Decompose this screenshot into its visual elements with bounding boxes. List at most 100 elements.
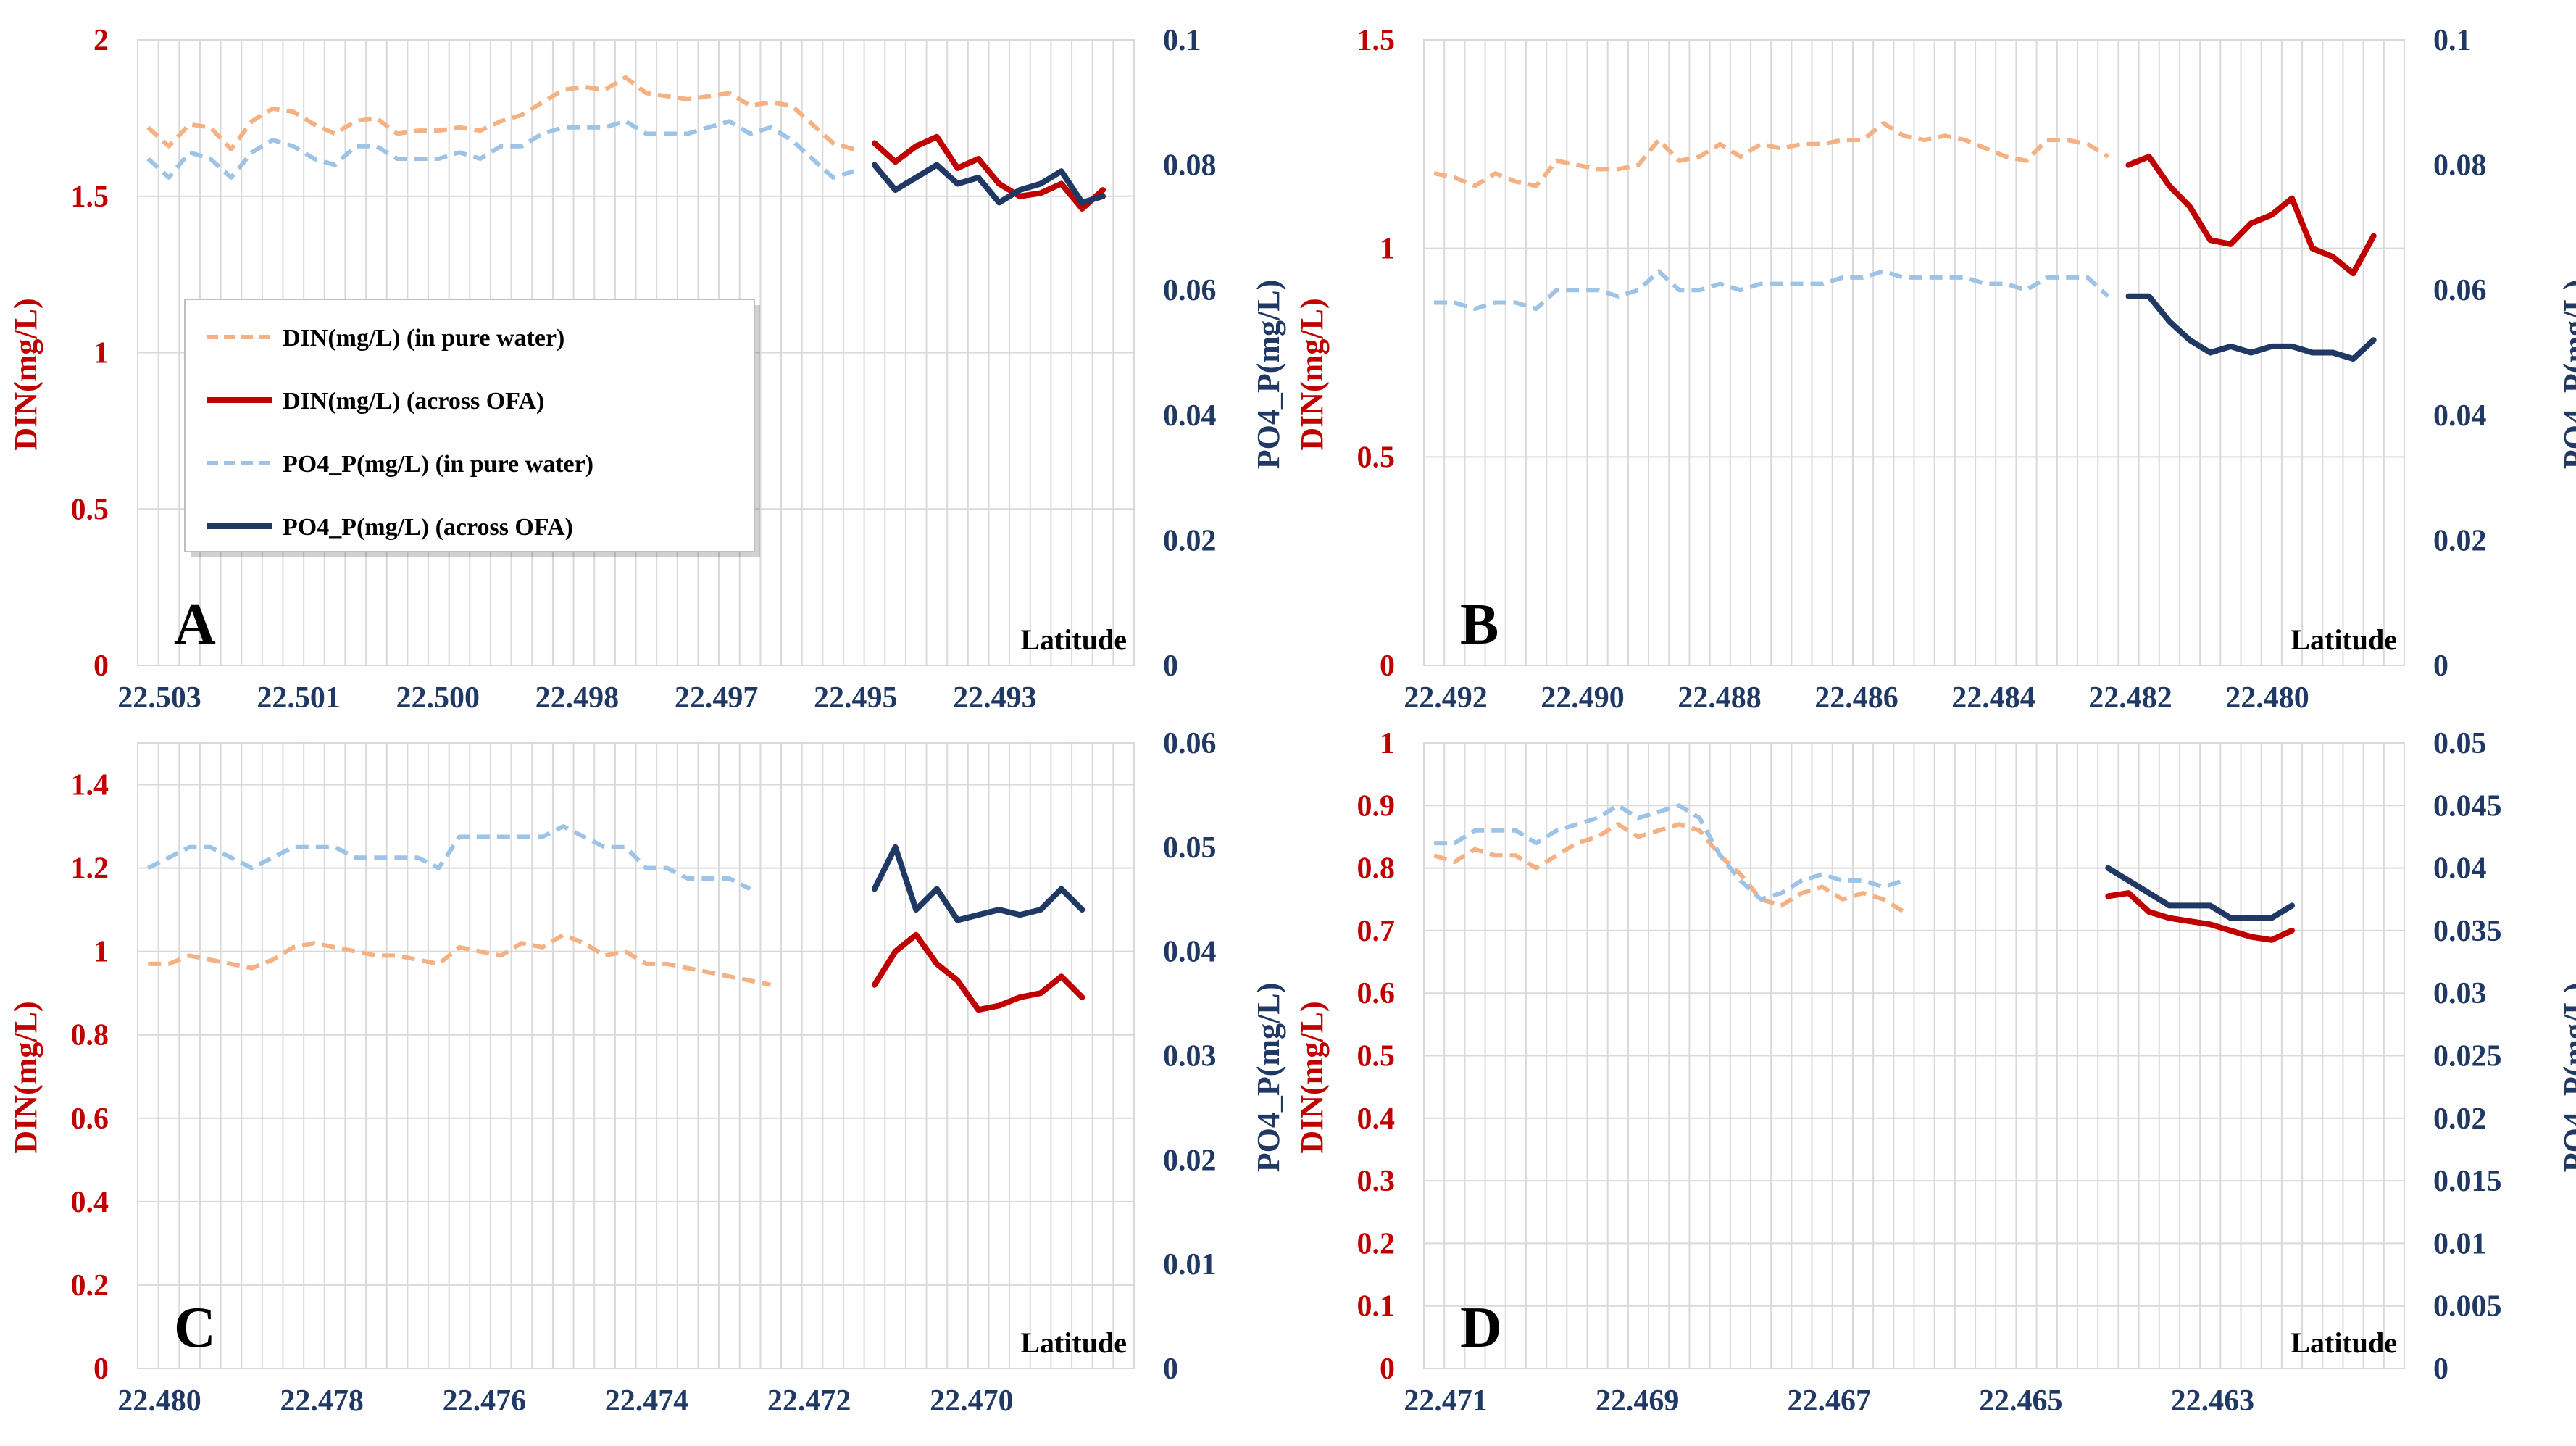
right-tick-label: 0 — [1163, 1352, 1178, 1386]
right-tick-label: 0.02 — [2433, 1102, 2487, 1136]
left-tick-label: 0.8 — [1357, 852, 1396, 886]
left-tick-label: 0 — [93, 649, 109, 683]
panel-c-right-axis-title: PO4_P(mg/L) — [1251, 983, 1286, 1173]
right-tick-label: 0.01 — [2433, 1227, 2487, 1260]
left-tick-label: 1.5 — [1357, 24, 1396, 57]
x-tick-label: 22.467 — [1787, 1384, 1871, 1418]
right-tick-label: 0.02 — [1163, 524, 1217, 557]
panel-a-series-din-ofa — [871, 133, 1106, 212]
left-tick-label: 0.5 — [1357, 1040, 1396, 1073]
left-tick-label: 0 — [1380, 1352, 1395, 1386]
panel-a-right-axis-title: PO4_P(mg/L) — [1251, 280, 1286, 470]
panel-a-x-axis: 22.503 22.501 22.500 22.498 22.497 22.495 22.4… — [117, 681, 1036, 715]
panel-c-series-din-ofa — [871, 931, 1085, 1013]
panel-c-right-axis: 0 0.01 0.02 0.03 0.04 0.05 0.06 — [1163, 727, 1217, 1386]
left-tick-label: 0.2 — [1357, 1227, 1396, 1260]
panel-c-series-po4-ofa — [871, 844, 1085, 923]
x-tick-label: 22.490 — [1541, 681, 1625, 715]
left-tick-label: 1 — [93, 337, 109, 370]
left-tick-label: 0.6 — [1357, 977, 1396, 1010]
panel-a-right-axis: 0 0.02 0.04 0.06 0.08 0.1 — [1163, 24, 1217, 683]
x-tick-label: 22.501 — [257, 681, 341, 715]
panel-c-left-axis: 0 0.2 0.4 0.6 0.8 1 1.2 1.4 — [71, 769, 109, 1386]
x-tick-label: 22.500 — [396, 681, 480, 715]
panel-b-series-po4-ofa — [2125, 293, 2377, 362]
panel-d-x-axis: 22.471 22.469 22.467 22.465 22.463 — [1404, 1384, 2254, 1418]
x-tick-label: 22.463 — [2171, 1384, 2255, 1418]
right-tick-label: 0.01 — [1163, 1248, 1217, 1281]
panel-d-series-din-pure — [1433, 822, 1905, 914]
x-tick-label: 22.497 — [675, 681, 759, 715]
panel-b-letter: B — [1460, 593, 1499, 657]
right-tick-label: 0.04 — [2433, 852, 2487, 886]
right-tick-label: 0.005 — [2433, 1290, 2502, 1324]
legend-label: DIN(mg/L) (in pure water) — [283, 325, 564, 352]
right-tick-label: 0 — [2433, 1352, 2448, 1386]
left-tick-label: 0.5 — [71, 493, 109, 526]
x-tick-label: 22.482 — [2088, 681, 2172, 715]
panel-b-horizontal-gridlines — [1424, 39, 2404, 666]
panel-a-letter: A — [174, 593, 216, 657]
panel-d-right-axis-title: PO4_P(mg/L) — [2557, 983, 2576, 1173]
right-tick-label: 0 — [2433, 649, 2448, 683]
left-tick-label: 1 — [93, 936, 109, 969]
left-tick-label: 0 — [1380, 649, 1395, 683]
panel-d-right-axis: 0 0.005 0.01 0.015 0.02 0.025 0.03 0.035 0.04 0.0… — [2433, 727, 2502, 1386]
right-tick-label: 0.02 — [2433, 524, 2487, 557]
panel-b-right-axis: 0 0.02 0.04 0.06 0.08 0.1 — [2433, 24, 2487, 683]
x-tick-label: 22.493 — [953, 681, 1037, 715]
panel-b-series-din-pure — [1433, 121, 2109, 188]
right-tick-label: 0.045 — [2433, 789, 2502, 823]
left-tick-label: 0.4 — [1357, 1102, 1396, 1136]
left-tick-label: 1.4 — [71, 769, 109, 802]
left-tick-label: 0.7 — [1357, 915, 1396, 948]
x-tick-label: 22.484 — [1951, 681, 2035, 715]
right-tick-label: 0.04 — [1163, 936, 1217, 969]
panel-d-x-axis-title: Latitude — [2291, 1326, 2397, 1359]
right-tick-label: 0.015 — [2433, 1165, 2502, 1198]
right-tick-label: 0.03 — [2433, 977, 2487, 1010]
panel-d-left-axis-title: DIN(mg/L) — [1294, 1001, 1330, 1153]
left-tick-label: 0.4 — [71, 1186, 109, 1219]
x-tick-label: 22.471 — [1404, 1384, 1488, 1418]
right-tick-label: 0.1 — [1163, 24, 1201, 57]
left-tick-label: 0.1 — [1357, 1290, 1396, 1324]
right-tick-label: 0.03 — [1163, 1040, 1217, 1073]
panel-b-left-axis-title: DIN(mg/L) — [1294, 298, 1330, 450]
right-tick-label: 0.035 — [2433, 915, 2502, 948]
x-tick-label: 22.476 — [443, 1384, 527, 1418]
legend-label: PO4_P(mg/L) (across OFA) — [283, 514, 573, 541]
right-tick-label: 0.06 — [1163, 274, 1217, 307]
panel-c: 0 0.2 0.4 0.6 0.8 1 1.2 1.4 0 0.01 0.02 0.03 0.04 0.0… — [8, 727, 1286, 1418]
x-tick-label: 22.478 — [280, 1384, 364, 1418]
panel-c-left-axis-title: DIN(mg/L) — [8, 1001, 43, 1153]
panel-c-horizontal-gridlines — [138, 784, 1134, 1369]
panel-a-series-din-pure — [146, 75, 855, 151]
panel-a-series-po4-pure — [146, 119, 855, 180]
x-tick-label: 22.480 — [2225, 681, 2309, 715]
x-tick-label: 22.472 — [767, 1384, 851, 1418]
right-tick-label: 0.04 — [1163, 399, 1217, 433]
panel-b-x-axis-title: Latitude — [2291, 623, 2397, 656]
panel-d-series-din-ofa — [2105, 890, 2295, 943]
panel-b: 0 0.5 1 1.5 0 0.02 0.04 0.06 0.08 0.1 22.492 22.490… — [1294, 24, 2576, 715]
left-tick-label: 2 — [93, 24, 109, 57]
x-tick-label: 22.488 — [1677, 681, 1762, 715]
x-tick-label: 22.469 — [1596, 1384, 1680, 1418]
panel-b-right-axis-title: PO4_P(mg/L) — [2557, 280, 2576, 470]
right-tick-label: 0.04 — [2433, 399, 2487, 433]
x-tick-label: 22.465 — [1979, 1384, 2063, 1418]
left-tick-label: 1.2 — [71, 852, 109, 886]
left-tick-label: 0.8 — [71, 1019, 109, 1052]
x-tick-label: 22.495 — [814, 681, 898, 715]
panel-a-series-po4-ofa — [871, 162, 1106, 206]
left-tick-label: 0.9 — [1357, 789, 1396, 823]
right-tick-label: 0.08 — [1163, 149, 1217, 183]
left-tick-label: 0.2 — [71, 1269, 109, 1302]
panel-d-letter: D — [1460, 1296, 1502, 1360]
x-tick-label: 22.486 — [1814, 681, 1898, 715]
panel-b-x-axis: 22.492 22.490 22.488 22.486 22.484 22.482 22.4… — [1404, 681, 2309, 715]
panel-a-left-axis: 0 0.5 1 1.5 2 — [71, 24, 109, 683]
panel-c-x-axis: 22.480 22.478 22.476 22.474 22.472 22.470 — [117, 1384, 1013, 1418]
